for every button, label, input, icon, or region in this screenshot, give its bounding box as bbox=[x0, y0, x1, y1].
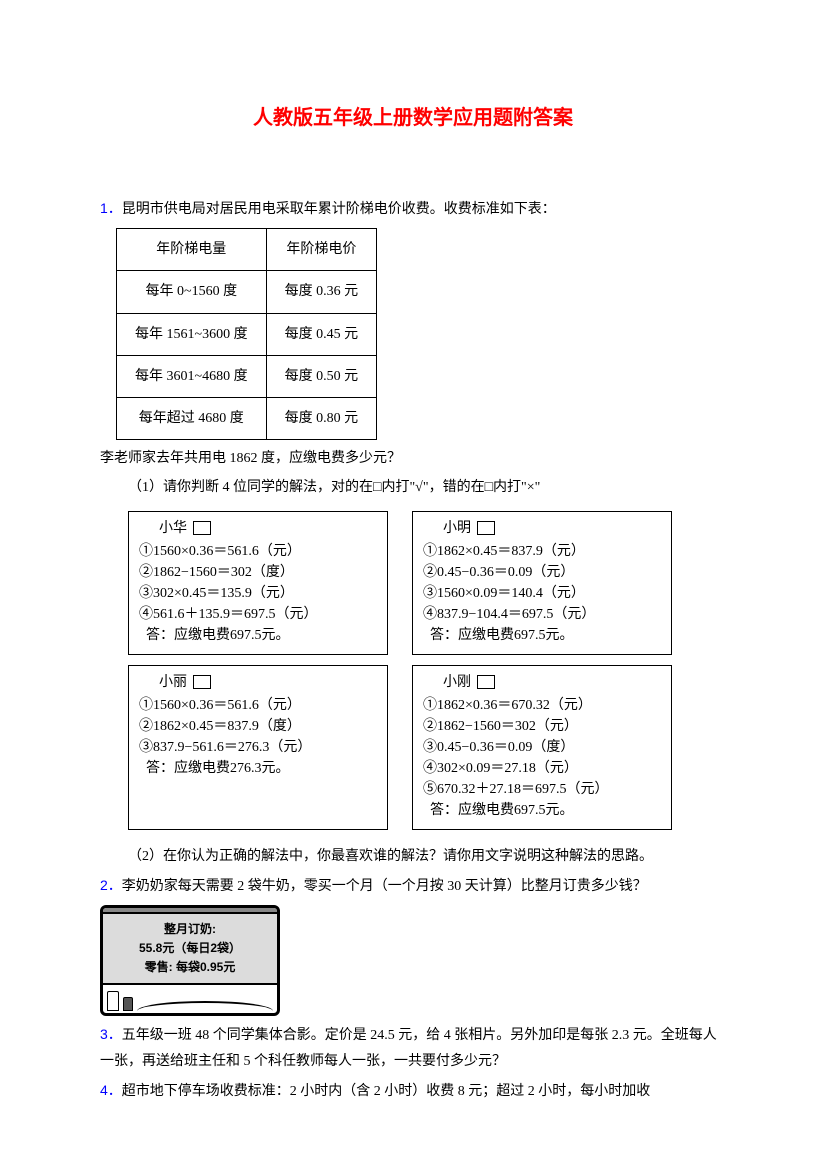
solution-line: ②1862−1560＝302（度） bbox=[139, 562, 377, 583]
checkbox[interactable] bbox=[477, 675, 495, 689]
solution-line: ⑤670.32＋27.18＝697.5（元） bbox=[423, 779, 661, 800]
solution-line: ④561.6＋135.9＝697.5（元） bbox=[139, 604, 377, 625]
solution-xiaogang: 小刚 ①1862×0.36＝670.32（元） ②1862−1560＝302（元… bbox=[412, 665, 672, 830]
table-cell: 每度 0.50 元 bbox=[266, 355, 377, 397]
solution-line: ②1862×0.45＝837.9（度） bbox=[139, 716, 377, 737]
q1-intro-text: 昆明市供电局对居民用电采取年累计阶梯电价收费。收费标准如下表： bbox=[122, 202, 556, 217]
solution-line: ①1560×0.36＝561.6（元） bbox=[139, 695, 377, 716]
student-name: 小明 bbox=[443, 518, 471, 539]
q1-sub2: （2）在你认为正确的解法中，你最喜欢谁的解法？请你用文字说明这种解法的思路。 bbox=[100, 844, 726, 869]
solution-line: ③302×0.45＝135.9（元） bbox=[139, 583, 377, 604]
page-title: 人教版五年级上册数学应用题附答案 bbox=[100, 100, 726, 136]
student-name: 小刚 bbox=[443, 672, 471, 693]
poster-bottom bbox=[103, 985, 277, 1013]
q4-text: 超市地下停车场收费标准：2 小时内（含 2 小时）收费 8 元；超过 2 小时，… bbox=[122, 1084, 651, 1099]
table-row: 每年 0~1560 度 每度 0.36 元 bbox=[117, 271, 377, 313]
table-row: 每年超过 4680 度 每度 0.80 元 bbox=[117, 397, 377, 439]
solution-line: ①1862×0.45＝837.9（元） bbox=[423, 541, 661, 562]
solution-line: ④302×0.09＝27.18（元） bbox=[423, 758, 661, 779]
student-name: 小丽 bbox=[159, 672, 187, 693]
solutions-row-2: 小丽 ①1560×0.36＝561.6（元） ②1862×0.45＝837.9（… bbox=[128, 665, 726, 830]
solution-line: ②0.45−0.36＝0.09（元） bbox=[423, 562, 661, 583]
solution-line: ④837.9−104.4＝697.5（元） bbox=[423, 604, 661, 625]
table-row: 每年 3601~4680 度 每度 0.50 元 bbox=[117, 355, 377, 397]
table-row: 每年 1561~3600 度 每度 0.45 元 bbox=[117, 313, 377, 355]
bottle-icon bbox=[123, 997, 133, 1011]
table-cell: 每度 0.80 元 bbox=[266, 397, 377, 439]
solution-line: 答：应缴电费276.3元。 bbox=[139, 758, 377, 779]
q1-question: 李老师家去年共用电 1862 度，应缴电费多少元？ bbox=[100, 446, 726, 471]
bottle-icon bbox=[107, 991, 119, 1011]
solution-line: ③1560×0.09＝140.4（元） bbox=[423, 583, 661, 604]
q2-num: 2． bbox=[100, 877, 122, 893]
checkbox[interactable] bbox=[193, 675, 211, 689]
solution-xiaohua: 小华 ①1560×0.36＝561.6（元） ②1862−1560＝302（度）… bbox=[128, 511, 388, 655]
checkbox[interactable] bbox=[193, 521, 211, 535]
price-table: 年阶梯电量 年阶梯电价 每年 0~1560 度 每度 0.36 元 每年 156… bbox=[116, 228, 377, 440]
q3-text: 五年级一班 48 个同学集体合影。定价是 24.5 元，给 4 张相片。另外加印… bbox=[100, 1028, 717, 1068]
checkbox[interactable] bbox=[477, 521, 495, 535]
solution-line: ③0.45−0.36＝0.09（度） bbox=[423, 737, 661, 758]
table-cell: 每年超过 4680 度 bbox=[117, 397, 267, 439]
solution-line: ①1560×0.36＝561.6（元） bbox=[139, 541, 377, 562]
q1-intro: 1．昆明市供电局对居民用电采取年累计阶梯电价收费。收费标准如下表： bbox=[100, 196, 726, 222]
solution-line: ③837.9−561.6＝276.3（元） bbox=[139, 737, 377, 758]
q3-num: 3． bbox=[100, 1026, 122, 1042]
q4-num: 4． bbox=[100, 1082, 122, 1098]
poster-content: 整月订奶: 55.8元（每日2袋） 零售: 每袋0.95元 bbox=[103, 914, 277, 986]
poster-line: 55.8元（每日2袋） bbox=[111, 939, 269, 958]
solution-xiaoli: 小丽 ①1560×0.36＝561.6（元） ②1862×0.45＝837.9（… bbox=[128, 665, 388, 830]
q3: 3．五年级一班 48 个同学集体合影。定价是 24.5 元，给 4 张相片。另外… bbox=[100, 1022, 726, 1073]
q2-text: 李奶奶家每天需要 2 袋牛奶，零买一个月（一个月按 30 天计算）比整月订贵多少… bbox=[122, 879, 647, 894]
solution-line: ②1862−1560＝302（元） bbox=[423, 716, 661, 737]
solution-line: 答：应缴电费697.5元。 bbox=[139, 625, 377, 646]
table-cell: 每年 3601~4680 度 bbox=[117, 355, 267, 397]
table-header: 年阶梯电量 bbox=[117, 229, 267, 271]
table-header: 年阶梯电价 bbox=[266, 229, 377, 271]
decoration-icon bbox=[137, 1001, 273, 1011]
q1-sub1: （1）请你判断 4 位同学的解法，对的在□内打"√"，错的在□内打"×" bbox=[100, 475, 726, 500]
solution-xiaoming: 小明 ①1862×0.45＝837.9（元） ②0.45−0.36＝0.09（元… bbox=[412, 511, 672, 655]
table-cell: 每度 0.36 元 bbox=[266, 271, 377, 313]
poster-line: 零售: 每袋0.95元 bbox=[111, 958, 269, 977]
q1-num: 1． bbox=[100, 200, 122, 216]
q4: 4．超市地下停车场收费标准：2 小时内（含 2 小时）收费 8 元；超过 2 小… bbox=[100, 1078, 726, 1104]
milk-poster: 整月订奶: 55.8元（每日2袋） 零售: 每袋0.95元 bbox=[100, 905, 280, 1017]
table-cell: 每年 0~1560 度 bbox=[117, 271, 267, 313]
poster-line: 整月订奶: bbox=[111, 920, 269, 939]
solution-line: 答：应缴电费697.5元。 bbox=[423, 800, 661, 821]
table-row: 年阶梯电量 年阶梯电价 bbox=[117, 229, 377, 271]
table-cell: 每度 0.45 元 bbox=[266, 313, 377, 355]
table-cell: 每年 1561~3600 度 bbox=[117, 313, 267, 355]
solution-line: ①1862×0.36＝670.32（元） bbox=[423, 695, 661, 716]
solutions-row-1: 小华 ①1560×0.36＝561.6（元） ②1862−1560＝302（度）… bbox=[128, 511, 726, 655]
q2: 2．李奶奶家每天需要 2 袋牛奶，零买一个月（一个月按 30 天计算）比整月订贵… bbox=[100, 873, 726, 899]
student-name: 小华 bbox=[159, 518, 187, 539]
solution-line: 答：应缴电费697.5元。 bbox=[423, 625, 661, 646]
